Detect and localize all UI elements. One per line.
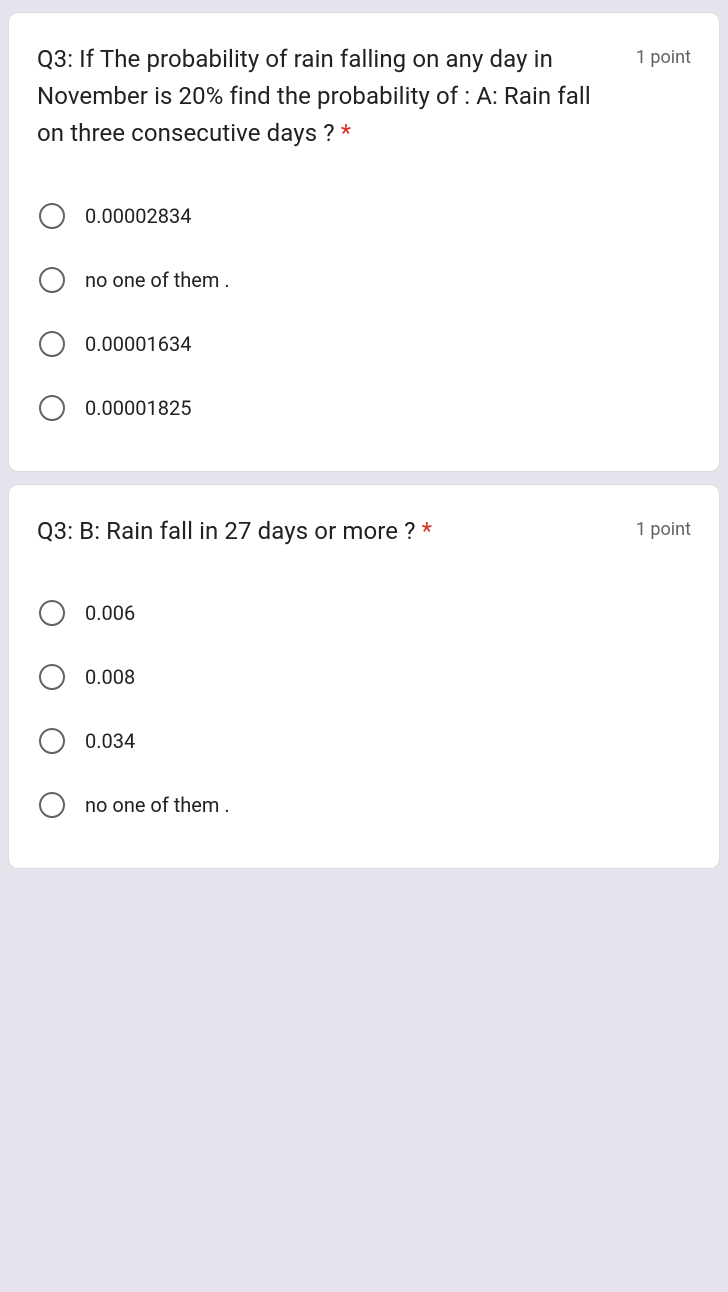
radio-icon <box>39 267 65 293</box>
radio-icon <box>39 395 65 421</box>
option-label: 0.008 <box>85 665 135 689</box>
question-card-2: Q3: B: Rain fall in 27 days or more ? * … <box>8 484 720 869</box>
option-label: 0.00001634 <box>85 332 191 356</box>
question-card-1: Q3: If The probability of rain falling o… <box>8 12 720 472</box>
radio-icon <box>39 600 65 626</box>
question-text: Q3: If The probability of rain falling o… <box>37 41 622 153</box>
option-label: no one of them . <box>85 793 230 817</box>
points-label: 1 point <box>636 513 691 540</box>
question-text: Q3: B: Rain fall in 27 days or more ? * <box>37 513 622 550</box>
options-group: 0.00002834 no one of them . 0.00001634 0… <box>37 189 691 435</box>
option-label: 0.00001825 <box>85 396 191 420</box>
option-2[interactable]: 0.008 <box>37 650 691 704</box>
option-label: 0.034 <box>85 729 135 753</box>
option-label: 0.006 <box>85 601 135 625</box>
options-group: 0.006 0.008 0.034 no one of them . <box>37 586 691 832</box>
question-header: Q3: B: Rain fall in 27 days or more ? * … <box>37 513 691 550</box>
option-4[interactable]: 0.00001825 <box>37 381 691 435</box>
points-label: 1 point <box>636 41 691 68</box>
option-4[interactable]: no one of them . <box>37 778 691 832</box>
option-label: no one of them . <box>85 268 230 292</box>
radio-icon <box>39 792 65 818</box>
required-marker: * <box>422 517 432 545</box>
option-3[interactable]: 0.00001634 <box>37 317 691 371</box>
option-label: 0.00002834 <box>85 204 191 228</box>
option-1[interactable]: 0.006 <box>37 586 691 640</box>
question-header: Q3: If The probability of rain falling o… <box>37 41 691 153</box>
radio-icon <box>39 331 65 357</box>
question-text-content: Q3: If The probability of rain falling o… <box>37 45 591 147</box>
radio-icon <box>39 664 65 690</box>
radio-icon <box>39 203 65 229</box>
required-marker: * <box>341 119 351 147</box>
question-text-content: Q3: B: Rain fall in 27 days or more ? <box>37 517 422 545</box>
option-3[interactable]: 0.034 <box>37 714 691 768</box>
option-1[interactable]: 0.00002834 <box>37 189 691 243</box>
option-2[interactable]: no one of them . <box>37 253 691 307</box>
radio-icon <box>39 728 65 754</box>
